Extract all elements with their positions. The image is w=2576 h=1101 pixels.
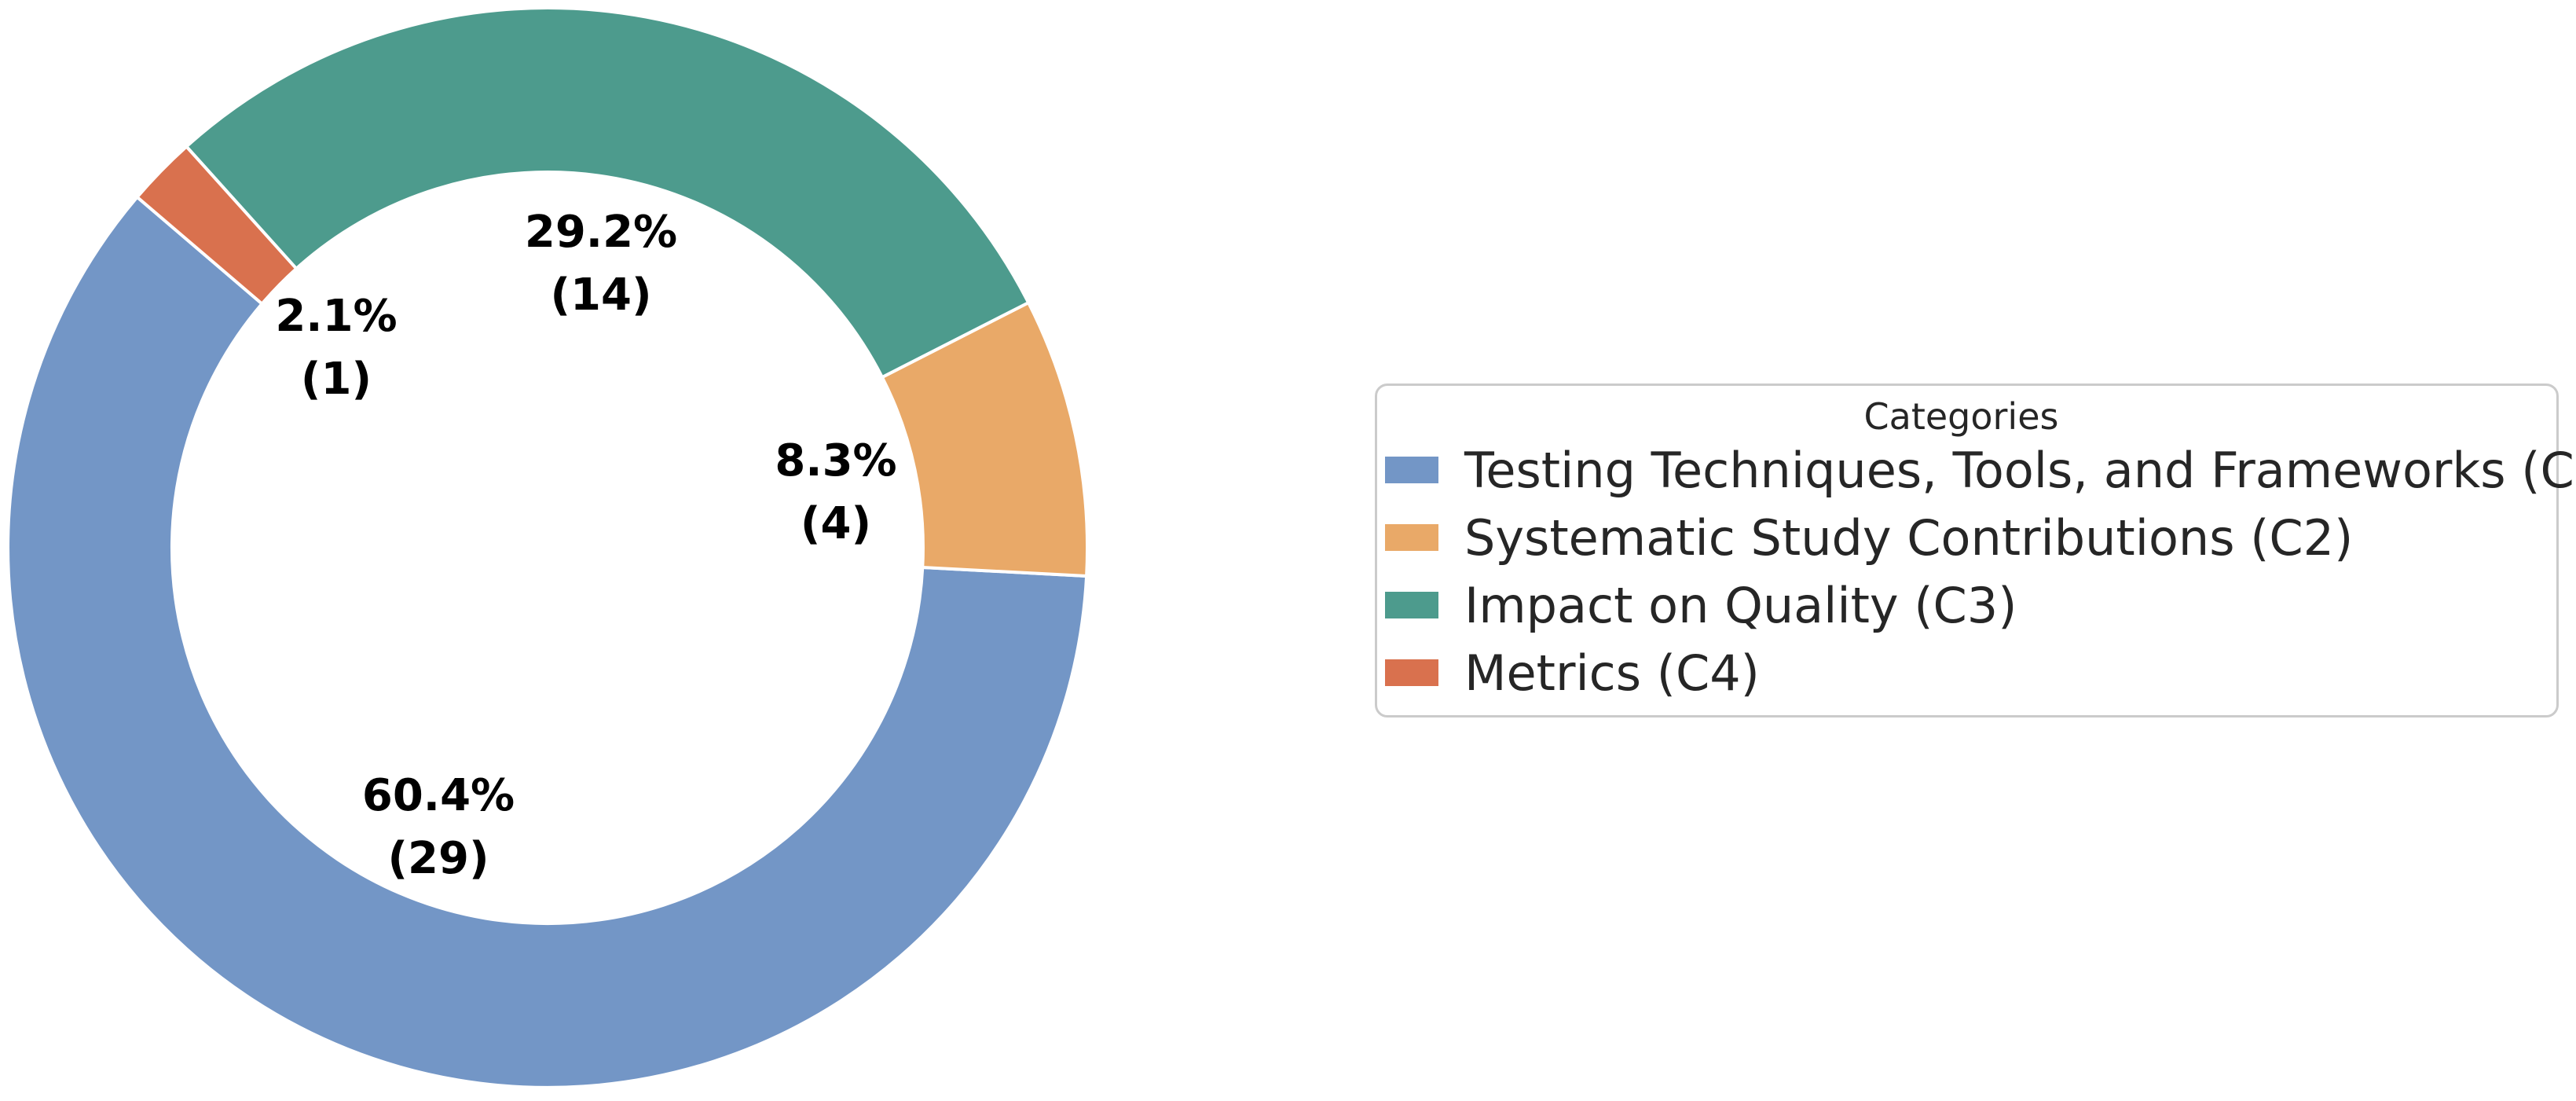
slice-label-c2: 8.3% (4) — [775, 435, 896, 549]
legend-swatch-c4-icon — [1385, 659, 1438, 686]
slice-label-c3: 29.2% (14) — [525, 207, 677, 321]
slice-label-c1: 60.4% (29) — [362, 770, 515, 884]
legend-swatch-c2-icon — [1385, 524, 1438, 551]
legend-label-c2: Systematic Study Contributions (C2) — [1464, 508, 2354, 567]
legend-swatch-c3-icon — [1385, 592, 1438, 618]
legend-label-c4: Metrics (C4) — [1464, 644, 1760, 702]
pie-slice-c1 — [6, 194, 1089, 1089]
legend-label-c3: Impact on Quality (C3) — [1464, 576, 2017, 634]
legend-item-c1: Testing Techniques, Tools, and Framework… — [1385, 436, 2576, 504]
legend-item-c3: Impact on Quality (C3) — [1385, 571, 2538, 639]
donut-chart: 60.4% (29) 8.3% (4) 29.2% (14) 2.1% (1) — [6, 6, 1090, 1089]
legend: Categories Testing Techniques, Tools, an… — [1375, 384, 2576, 717]
legend-title: Categories — [1863, 395, 2059, 438]
legend-item-c2: Systematic Study Contributions (C2) — [1385, 504, 2538, 571]
legend-swatch-c1-icon — [1385, 457, 1438, 483]
legend-label-c1: Testing Techniques, Tools, and Framework… — [1464, 441, 2576, 499]
pie-slice-c3 — [184, 6, 1031, 380]
pie-slice-c4 — [134, 144, 299, 306]
slice-label-c4: 2.1% (1) — [275, 291, 397, 405]
legend-item-c4: Metrics (C4) — [1385, 639, 2538, 706]
